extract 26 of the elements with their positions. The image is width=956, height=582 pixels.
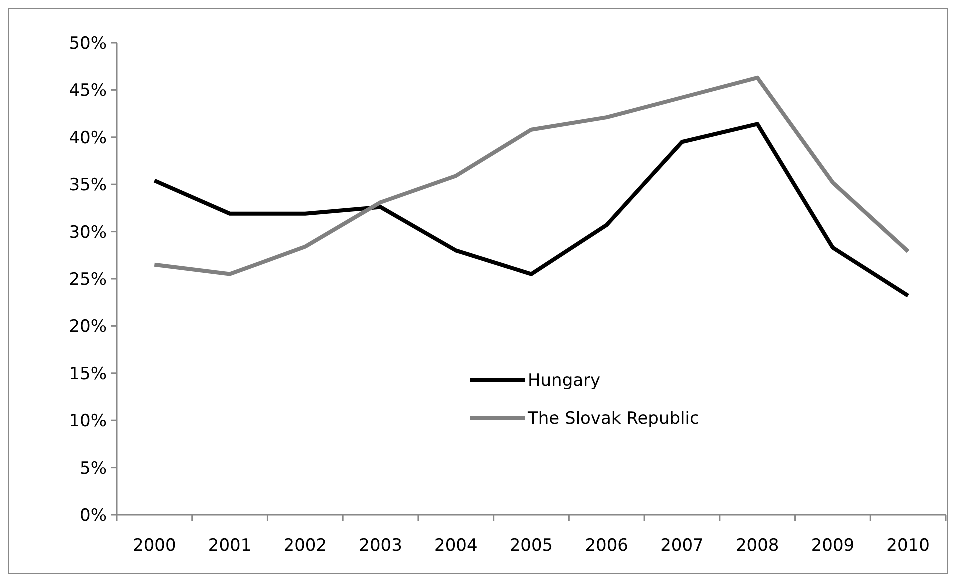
x-tick-label: 2006: [585, 536, 628, 556]
x-tick-label: 2010: [886, 536, 930, 556]
y-tick-label: 50%: [69, 34, 107, 54]
legend-label: The Slovak Republic: [527, 408, 700, 429]
y-tick-label: 45%: [69, 81, 107, 102]
y-tick-label: 40%: [69, 128, 107, 148]
y-tick-label: 30%: [69, 222, 107, 243]
y-tick-label: 10%: [69, 412, 107, 432]
y-tick-label: 25%: [69, 270, 107, 290]
y-tick-label: 15%: [69, 364, 107, 384]
y-tick-label: 0%: [80, 506, 107, 526]
x-tick-label: 2003: [359, 536, 402, 556]
x-tick-label: 2002: [284, 536, 328, 556]
x-tick-label: 2001: [208, 536, 252, 556]
x-tick-label: 2005: [510, 536, 554, 556]
y-tick-label: 35%: [69, 176, 107, 196]
x-tick-label: 2007: [660, 536, 704, 556]
legend-label: Hungary: [528, 370, 601, 391]
y-tick-label: 5%: [80, 458, 107, 479]
x-tick-label: 2004: [434, 536, 478, 556]
y-tick-label: 20%: [69, 317, 107, 338]
x-tick-label: 2000: [133, 536, 176, 556]
x-tick-label: 2008: [736, 536, 780, 556]
line-series: [152, 122, 910, 298]
line-series: [152, 76, 910, 276]
x-tick-label: 2009: [811, 536, 855, 556]
